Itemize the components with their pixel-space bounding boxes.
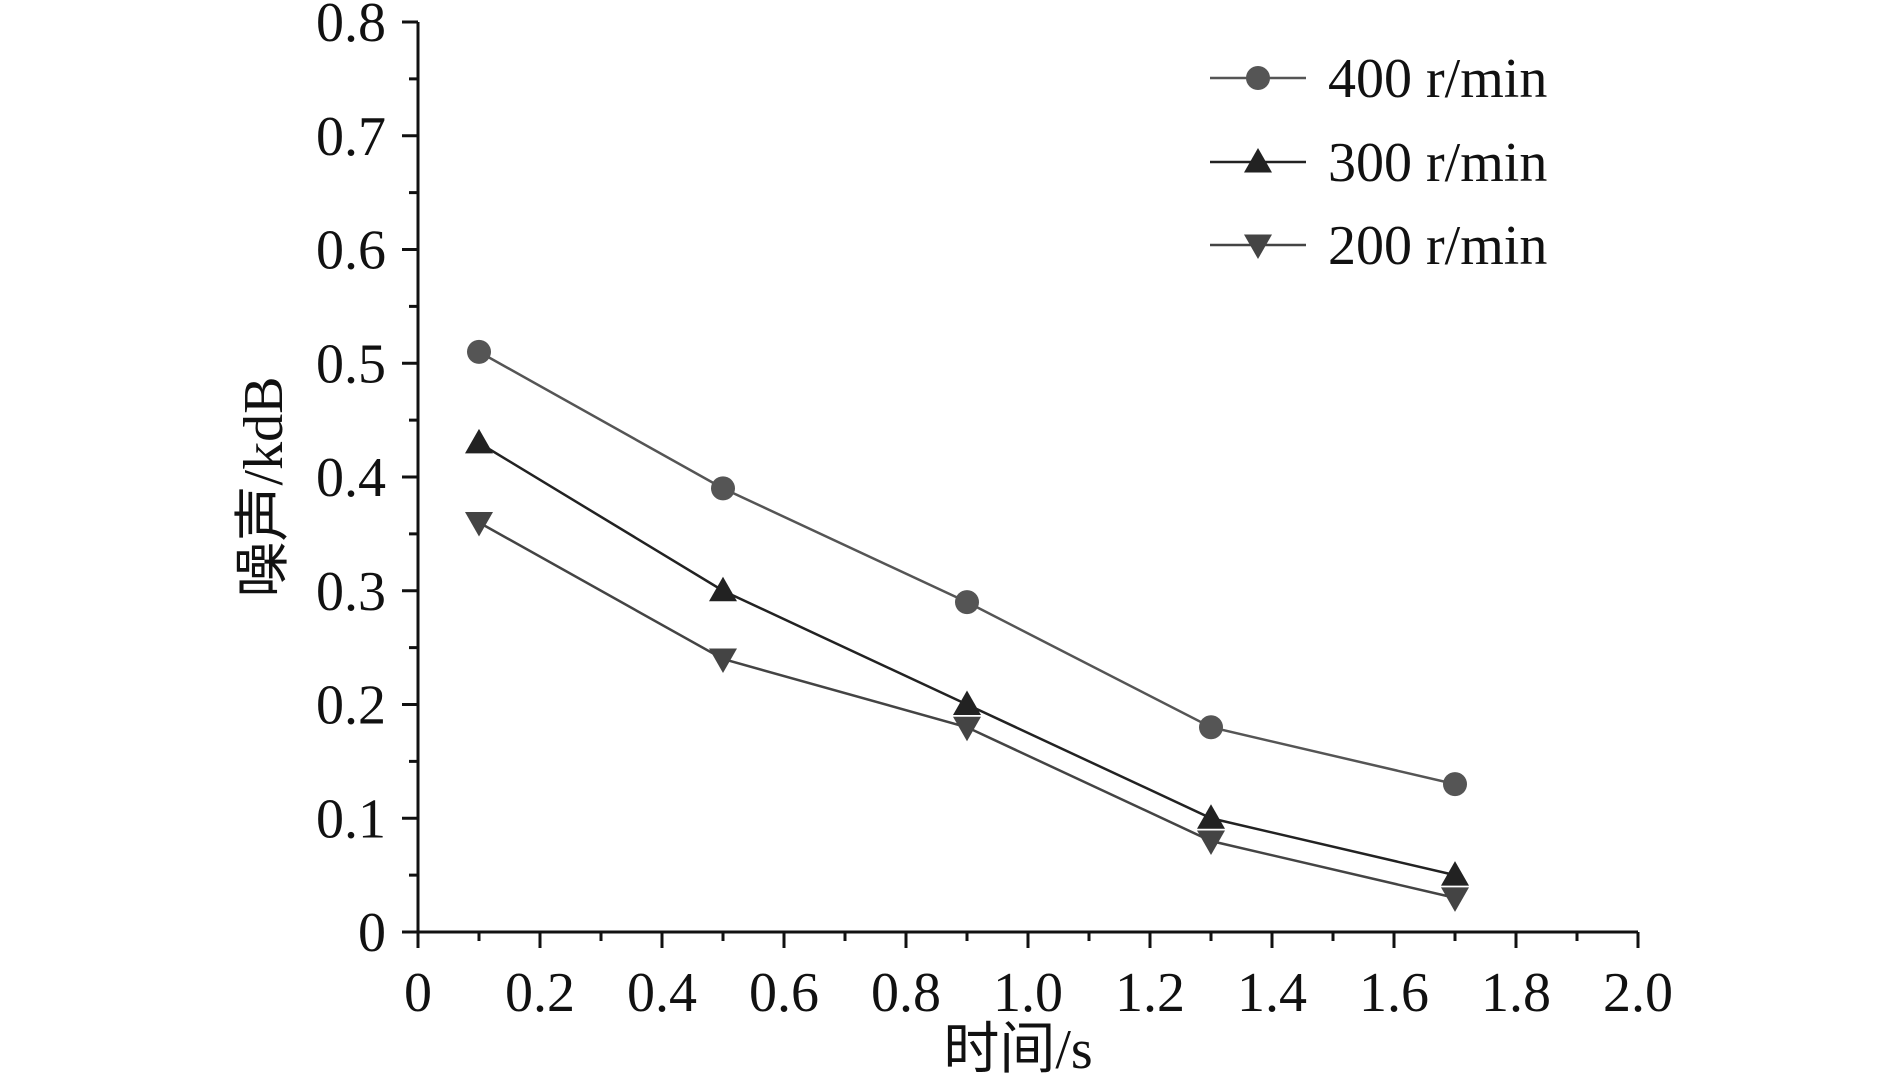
legend-label: 300 r/min bbox=[1328, 132, 1547, 194]
legend: 400 r/min 300 r/min 200 r/min bbox=[1210, 48, 1547, 277]
x-tick-label: 1.2 bbox=[1115, 962, 1185, 1024]
data-point-marker bbox=[955, 590, 979, 615]
y-tick-label: 0.6 bbox=[316, 220, 386, 282]
x-axis-ticks: 0 0.2 0.4 0.6 0.8 1.0 1.2 1.4 1.6 1.8 2.0 bbox=[404, 932, 1673, 1024]
data-point-marker bbox=[467, 339, 491, 364]
x-tick-label: 0.6 bbox=[749, 962, 819, 1024]
y-tick-label: 0.2 bbox=[316, 675, 386, 737]
legend-label: 200 r/min bbox=[1328, 215, 1547, 277]
series-triangle-down bbox=[465, 512, 1469, 912]
data-point-marker bbox=[1441, 861, 1469, 886]
legend-marker bbox=[1244, 234, 1272, 259]
data-point-marker bbox=[1197, 830, 1225, 855]
data-point-marker bbox=[709, 576, 737, 602]
series-triangle-up bbox=[465, 428, 1469, 886]
x-tick-label: 0.2 bbox=[505, 962, 575, 1024]
series-line bbox=[478, 441, 1456, 877]
data-point-marker bbox=[1441, 887, 1469, 912]
y-axis-title: 噪声/kdB bbox=[233, 377, 295, 598]
data-point-marker bbox=[465, 428, 493, 454]
data-point-marker bbox=[953, 716, 981, 742]
data-point-marker bbox=[711, 476, 735, 501]
y-tick-label: 0.3 bbox=[316, 561, 386, 623]
y-tick-label: 0.4 bbox=[316, 447, 386, 509]
data-point-marker bbox=[1197, 804, 1225, 829]
legend-entry: 200 r/min bbox=[1210, 215, 1547, 277]
legend-entry: 400 r/min bbox=[1210, 48, 1547, 110]
x-axis-title: 时间/s bbox=[943, 1019, 1092, 1081]
legend-label: 400 r/min bbox=[1328, 48, 1547, 110]
y-tick-label: 0 bbox=[358, 902, 386, 964]
data-point-marker bbox=[953, 690, 981, 715]
series-layer bbox=[465, 339, 1469, 912]
data-point-marker bbox=[1199, 715, 1223, 740]
y-tick-label: 0.8 bbox=[316, 0, 386, 54]
x-tick-label: 2.0 bbox=[1603, 962, 1673, 1024]
x-tick-label: 0 bbox=[404, 962, 432, 1024]
x-tick-label: 0.4 bbox=[627, 962, 697, 1024]
series-circle bbox=[467, 339, 1467, 797]
y-tick-label: 0.7 bbox=[316, 106, 386, 168]
legend-marker bbox=[1246, 66, 1270, 90]
x-tick-label: 1.6 bbox=[1359, 962, 1429, 1024]
data-point-marker bbox=[709, 648, 737, 673]
x-tick-label: 1.4 bbox=[1237, 962, 1307, 1024]
data-point-marker bbox=[465, 512, 493, 537]
y-axis-ticks: 0 0.1 0.2 0.3 0.4 0.5 0.6 0.7 0.8 bbox=[316, 0, 418, 964]
y-tick-label: 0.5 bbox=[316, 333, 386, 395]
x-tick-label: 1.0 bbox=[993, 962, 1063, 1024]
data-point-marker bbox=[1443, 772, 1467, 797]
x-tick-label: 1.8 bbox=[1481, 962, 1551, 1024]
legend-marker bbox=[1244, 148, 1272, 173]
x-tick-label: 0.8 bbox=[871, 962, 941, 1024]
y-tick-label: 0.1 bbox=[316, 788, 386, 850]
legend-entry: 300 r/min bbox=[1210, 132, 1547, 194]
